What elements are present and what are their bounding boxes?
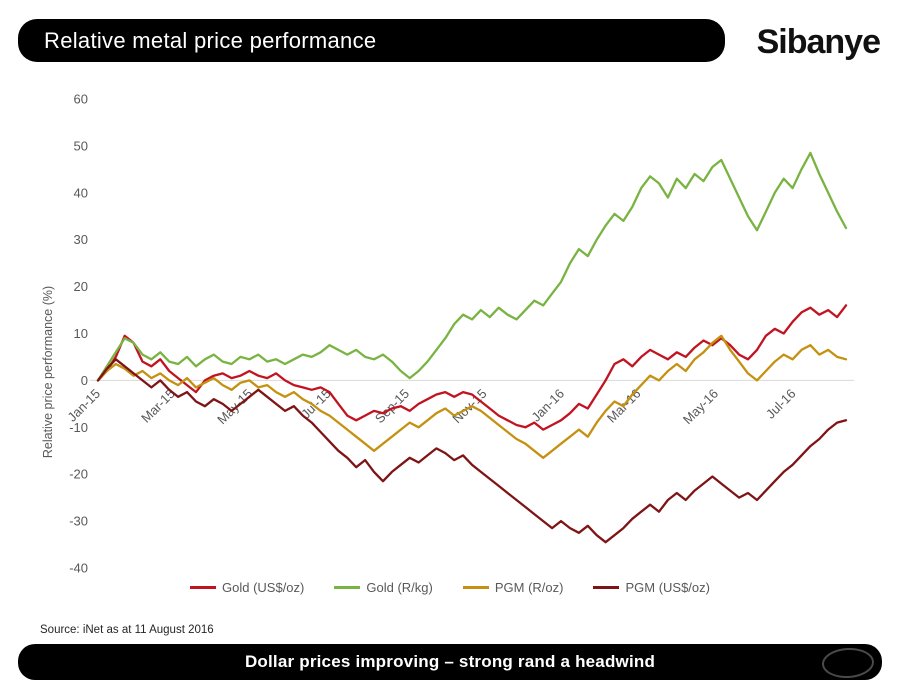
y-tick-label: 30 xyxy=(74,232,88,247)
y-tick-label: -30 xyxy=(69,514,88,529)
y-tick-label: 60 xyxy=(74,92,88,107)
series-line-pgm-us-oz xyxy=(96,358,848,544)
y-tick-label: 10 xyxy=(74,326,88,341)
y-tick-label: -40 xyxy=(69,561,88,576)
series-line-pgm-r-oz xyxy=(96,334,848,459)
footer-banner-text: Dollar prices improving – strong rand a … xyxy=(244,652,656,671)
x-tick-label: May-16 xyxy=(680,386,721,427)
y-tick-label: -20 xyxy=(69,467,88,482)
x-tick-label: Jul-16 xyxy=(763,386,799,422)
legend-swatch-gold-us-oz xyxy=(190,586,216,589)
title-bar: Relative metal price performance xyxy=(18,19,725,62)
legend-label-pgm-us-oz: PGM (US$/oz) xyxy=(625,580,710,595)
page-title: Relative metal price performance xyxy=(44,27,377,53)
x-tick-label: Sep-15 xyxy=(372,386,412,426)
legend-item-pgm-us-oz: PGM (US$/oz) xyxy=(593,580,710,595)
y-tick-label: 0 xyxy=(81,373,88,388)
chart-svg: 60 50 40 30 20 10 0 -10 -20 -30 -40 Relative price … xyxy=(41,92,854,576)
series-line-gold-r-kg xyxy=(96,151,848,382)
y-tick-label: 50 xyxy=(74,138,88,153)
legend-label-gold-r-kg: Gold (R/kg) xyxy=(366,580,433,595)
series-line-gold-us-oz xyxy=(96,304,848,431)
legend-swatch-gold-r-kg xyxy=(334,586,361,589)
legend-item-pgm-r-oz: PGM (R/oz) xyxy=(462,580,564,595)
y-tick-label: -10 xyxy=(69,420,88,435)
sibanye-logo: Sibanye xyxy=(756,23,881,61)
source-note: Source: iNet as at 11 August 2016 xyxy=(40,624,214,636)
x-tick-label: May-15 xyxy=(214,386,255,427)
footer-banner: Dollar prices improving – strong rand a … xyxy=(18,644,882,680)
legend-swatch-pgm-r-oz xyxy=(462,586,489,589)
oval-highlight-icon xyxy=(821,646,875,680)
y-tick-label: 20 xyxy=(74,279,88,294)
legend-label-pgm-r-oz: PGM (R/oz) xyxy=(494,580,564,595)
y-tick-label: 40 xyxy=(74,185,88,200)
y-axis-title: Relative price performance (%) xyxy=(41,286,55,458)
legend-swatch-pgm-us-oz xyxy=(593,586,620,589)
legend-item-gold-r-kg: Gold (R/kg) xyxy=(334,580,433,595)
legend-label-gold-us-oz: Gold (US$/oz) xyxy=(222,580,305,595)
chart-legend: Gold (US$/oz) Gold (R/kg) PGM (R/oz) PGM (U… xyxy=(0,580,900,595)
x-tick-label: Nov-15 xyxy=(449,386,489,426)
legend-item-gold-us-oz: Gold (US$/oz) xyxy=(190,580,304,595)
